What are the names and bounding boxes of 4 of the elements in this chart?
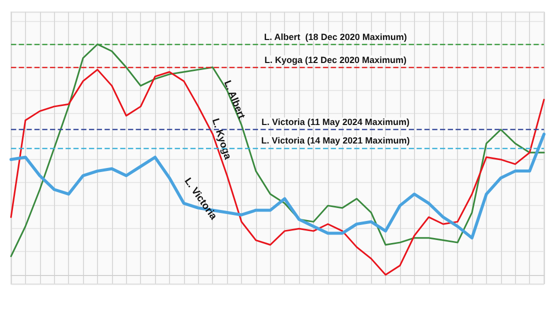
ref-line-label: L. Victoria (14 May 2021 Maximum)	[261, 136, 410, 146]
ref-line-label: L. Victoria (11 May 2024 Maximum)	[262, 117, 410, 128]
ref-line-label: L. Albert (18 Dec 2020 Maximum)	[264, 32, 407, 42]
ref-line-label: L. Kyoga (12 Dec 2020 Maximum)	[264, 54, 407, 65]
